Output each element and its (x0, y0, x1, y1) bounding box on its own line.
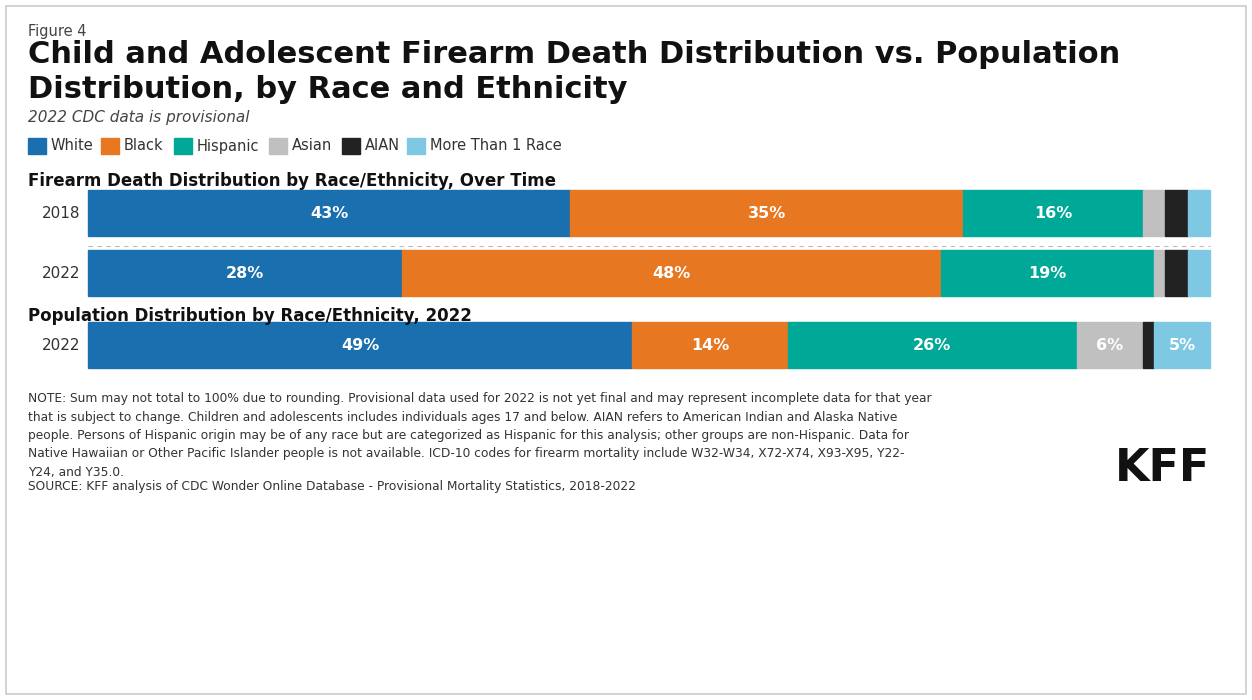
Text: 26%: 26% (913, 337, 952, 353)
Text: Firearm Death Distribution by Race/Ethnicity, Over Time: Firearm Death Distribution by Race/Ethni… (28, 172, 556, 190)
Text: Asian: Asian (292, 139, 332, 153)
Bar (1143, 190, 1166, 236)
Text: 2018: 2018 (41, 206, 80, 220)
Text: SOURCE: KFF analysis of CDC Wonder Online Database - Provisional Mortality Stati: SOURCE: KFF analysis of CDC Wonder Onlin… (28, 480, 636, 493)
Text: 5%: 5% (1168, 337, 1196, 353)
Text: 35%: 35% (747, 206, 786, 220)
Text: 43%: 43% (310, 206, 348, 220)
Text: 2022 CDC data is provisional: 2022 CDC data is provisional (28, 110, 249, 125)
Bar (1154, 250, 1166, 296)
Text: 6%: 6% (1097, 337, 1123, 353)
Text: Black: Black (124, 139, 164, 153)
Bar (88, 322, 632, 368)
Bar (788, 322, 1077, 368)
Text: 28%: 28% (225, 265, 264, 281)
Text: KFF: KFF (1114, 447, 1209, 490)
Bar (269, 138, 287, 154)
Bar (101, 138, 119, 154)
Text: Population Distribution by Race/Ethnicity, 2022: Population Distribution by Race/Ethnicit… (28, 307, 472, 325)
Text: Child and Adolescent Firearm Death Distribution vs. Population
Distribution, by : Child and Adolescent Firearm Death Distr… (28, 40, 1121, 104)
Text: Figure 4: Figure 4 (28, 24, 86, 39)
Bar (28, 138, 46, 154)
Text: 19%: 19% (1028, 265, 1067, 281)
Bar (1166, 190, 1188, 236)
Text: 48%: 48% (652, 265, 691, 281)
Bar (632, 322, 788, 368)
Text: AIAN: AIAN (364, 139, 399, 153)
Text: 2022: 2022 (41, 265, 80, 281)
Bar (1077, 322, 1143, 368)
Bar (402, 250, 940, 296)
Bar (407, 138, 426, 154)
Text: White: White (51, 139, 94, 153)
Text: 2022: 2022 (41, 337, 80, 353)
Bar (940, 250, 1154, 296)
Text: More Than 1 Race: More Than 1 Race (431, 139, 562, 153)
Bar (88, 190, 571, 236)
Text: NOTE: Sum may not total to 100% due to rounding. Provisional data used for 2022 : NOTE: Sum may not total to 100% due to r… (28, 392, 931, 479)
Bar (88, 250, 402, 296)
Bar (1188, 190, 1209, 236)
Bar (1154, 322, 1209, 368)
Bar (1143, 322, 1154, 368)
Text: 14%: 14% (691, 337, 729, 353)
Text: Hispanic: Hispanic (197, 139, 259, 153)
Text: 16%: 16% (1034, 206, 1072, 220)
Bar (342, 138, 359, 154)
Bar (963, 190, 1143, 236)
Text: 49%: 49% (341, 337, 379, 353)
Bar (1166, 250, 1188, 296)
Bar (174, 138, 192, 154)
Bar (571, 190, 963, 236)
Bar (1188, 250, 1209, 296)
